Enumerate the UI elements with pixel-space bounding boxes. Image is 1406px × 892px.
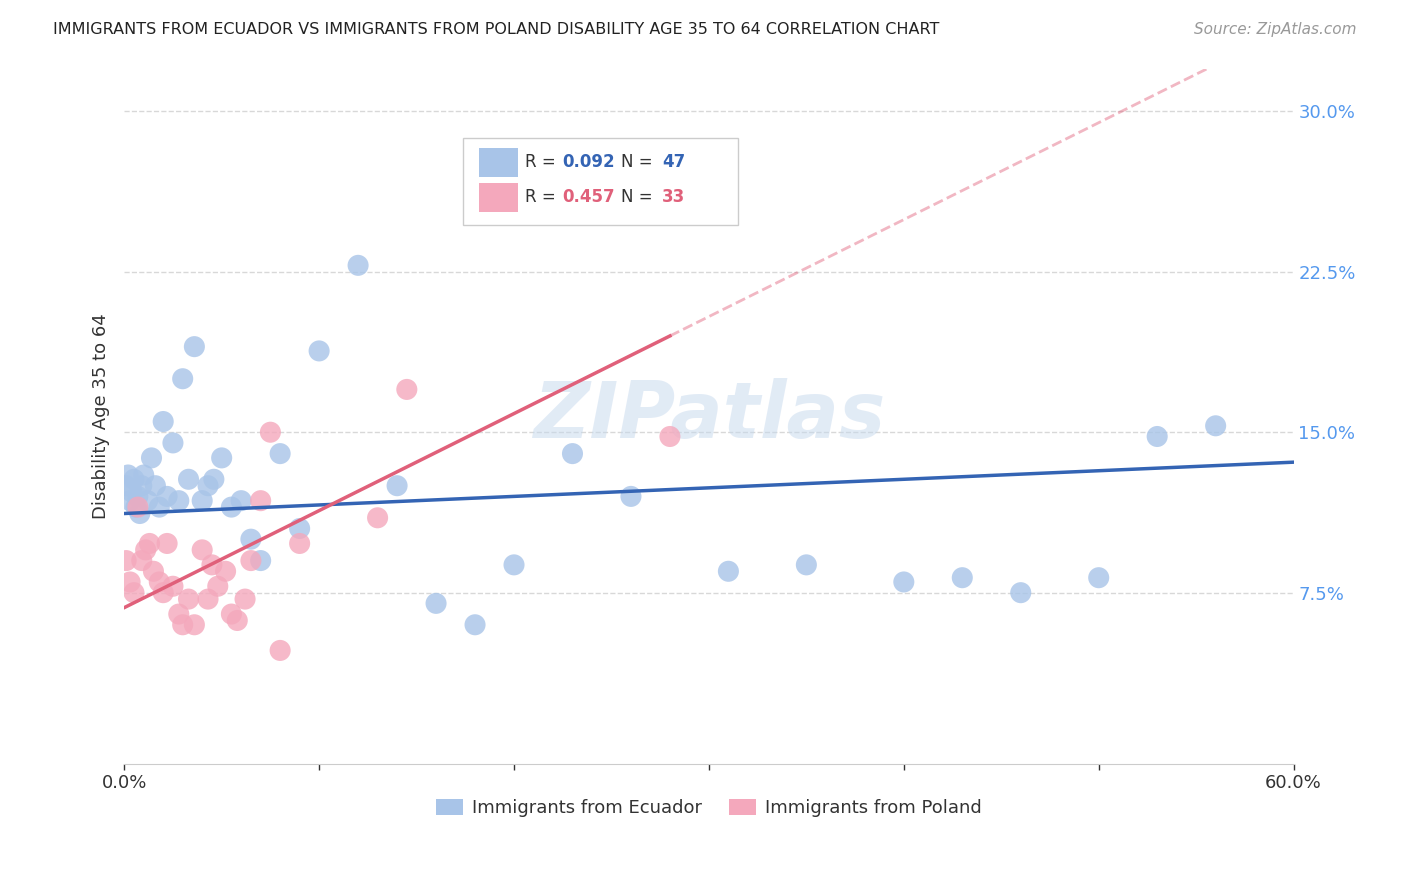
Point — [152, 415, 174, 429]
Point — [127, 500, 149, 514]
Point — [950, 571, 973, 585]
Text: 0.092: 0.092 — [562, 153, 616, 171]
Point — [202, 472, 225, 486]
Point — [191, 542, 214, 557]
Point — [395, 383, 418, 397]
Point — [658, 429, 681, 443]
Point — [620, 490, 643, 504]
Y-axis label: Disability Age 35 to 64: Disability Age 35 to 64 — [93, 313, 110, 519]
Point — [131, 553, 153, 567]
Point — [269, 643, 291, 657]
Point — [1205, 418, 1227, 433]
Point — [269, 447, 291, 461]
Point — [177, 472, 200, 486]
Text: Source: ZipAtlas.com: Source: ZipAtlas.com — [1194, 22, 1357, 37]
Point — [127, 490, 149, 504]
Text: IMMIGRANTS FROM ECUADOR VS IMMIGRANTS FROM POLAND DISABILITY AGE 35 TO 64 CORREL: IMMIGRANTS FROM ECUADOR VS IMMIGRANTS FR… — [53, 22, 939, 37]
Point — [308, 343, 330, 358]
Point — [117, 468, 139, 483]
Point — [717, 564, 740, 578]
FancyBboxPatch shape — [478, 148, 519, 177]
Point — [167, 607, 190, 621]
Point — [221, 607, 243, 621]
Point — [141, 450, 163, 465]
Point — [138, 536, 160, 550]
FancyBboxPatch shape — [478, 183, 519, 211]
Point — [115, 553, 138, 567]
Text: 47: 47 — [662, 153, 685, 171]
Text: N =: N = — [621, 188, 658, 206]
Point — [148, 500, 170, 514]
Point — [1010, 585, 1032, 599]
Point — [226, 614, 249, 628]
Point — [148, 574, 170, 589]
Point — [249, 553, 271, 567]
Point — [135, 542, 157, 557]
Point — [121, 485, 143, 500]
Point — [1087, 571, 1109, 585]
Point — [172, 617, 194, 632]
Point — [115, 479, 138, 493]
Point — [177, 592, 200, 607]
Point — [183, 617, 205, 632]
Point — [128, 507, 150, 521]
Legend: Immigrants from Ecuador, Immigrants from Poland: Immigrants from Ecuador, Immigrants from… — [429, 791, 990, 824]
Point — [347, 258, 370, 272]
Point — [207, 579, 229, 593]
Point — [145, 479, 167, 493]
Point — [152, 585, 174, 599]
Point — [120, 493, 142, 508]
Point — [162, 579, 184, 593]
Text: ZIPatlas: ZIPatlas — [533, 378, 884, 454]
Point — [233, 592, 256, 607]
Point — [367, 510, 389, 524]
Text: R =: R = — [526, 153, 561, 171]
Point — [156, 490, 179, 504]
Point — [503, 558, 526, 572]
Point — [197, 592, 219, 607]
Point — [172, 372, 194, 386]
Point — [893, 574, 915, 589]
Point — [239, 532, 262, 546]
Point — [125, 500, 148, 514]
Point — [122, 472, 145, 486]
Point — [231, 493, 253, 508]
Point — [197, 479, 219, 493]
Text: 0.457: 0.457 — [562, 188, 616, 206]
Point — [1146, 429, 1168, 443]
Point — [120, 574, 142, 589]
Text: N =: N = — [621, 153, 658, 171]
Point — [211, 450, 233, 465]
Point — [191, 493, 214, 508]
Point — [385, 479, 408, 493]
Point — [142, 564, 165, 578]
Point — [131, 479, 153, 493]
Point — [425, 596, 447, 610]
Point — [221, 500, 243, 514]
Point — [156, 536, 179, 550]
FancyBboxPatch shape — [464, 138, 738, 225]
Point — [541, 169, 564, 183]
Point — [201, 558, 224, 572]
Point — [132, 468, 155, 483]
Point — [259, 425, 281, 440]
Point — [561, 447, 583, 461]
Point — [136, 493, 159, 508]
Point — [183, 340, 205, 354]
Point — [288, 521, 311, 535]
Point — [796, 558, 818, 572]
Point — [239, 553, 262, 567]
Point — [464, 617, 486, 632]
Point — [249, 493, 271, 508]
Point — [167, 493, 190, 508]
Point — [122, 585, 145, 599]
Point — [162, 436, 184, 450]
Point — [214, 564, 236, 578]
Text: R =: R = — [526, 188, 561, 206]
Point — [288, 536, 311, 550]
Text: 33: 33 — [662, 188, 685, 206]
